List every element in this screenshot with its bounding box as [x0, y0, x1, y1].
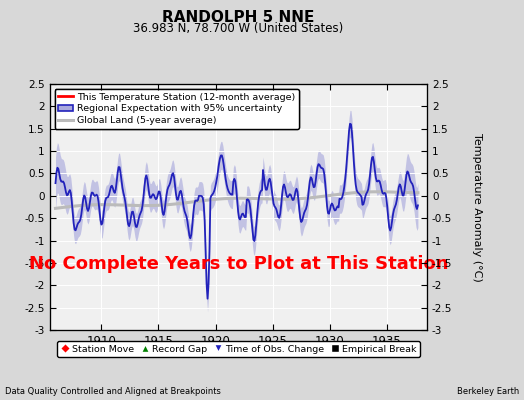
- Text: Data Quality Controlled and Aligned at Breakpoints: Data Quality Controlled and Aligned at B…: [5, 387, 221, 396]
- Text: Berkeley Earth: Berkeley Earth: [456, 387, 519, 396]
- Legend: This Temperature Station (12-month average), Regional Expectation with 95% uncer: This Temperature Station (12-month avera…: [54, 89, 299, 129]
- Text: RANDOLPH 5 NNE: RANDOLPH 5 NNE: [162, 10, 314, 25]
- Legend: Station Move, Record Gap, Time of Obs. Change, Empirical Break: Station Move, Record Gap, Time of Obs. C…: [57, 341, 420, 357]
- Text: No Complete Years to Plot at This Station: No Complete Years to Plot at This Statio…: [29, 254, 448, 272]
- Y-axis label: Temperature Anomaly (°C): Temperature Anomaly (°C): [472, 133, 482, 281]
- Text: 36.983 N, 78.700 W (United States): 36.983 N, 78.700 W (United States): [133, 22, 344, 35]
